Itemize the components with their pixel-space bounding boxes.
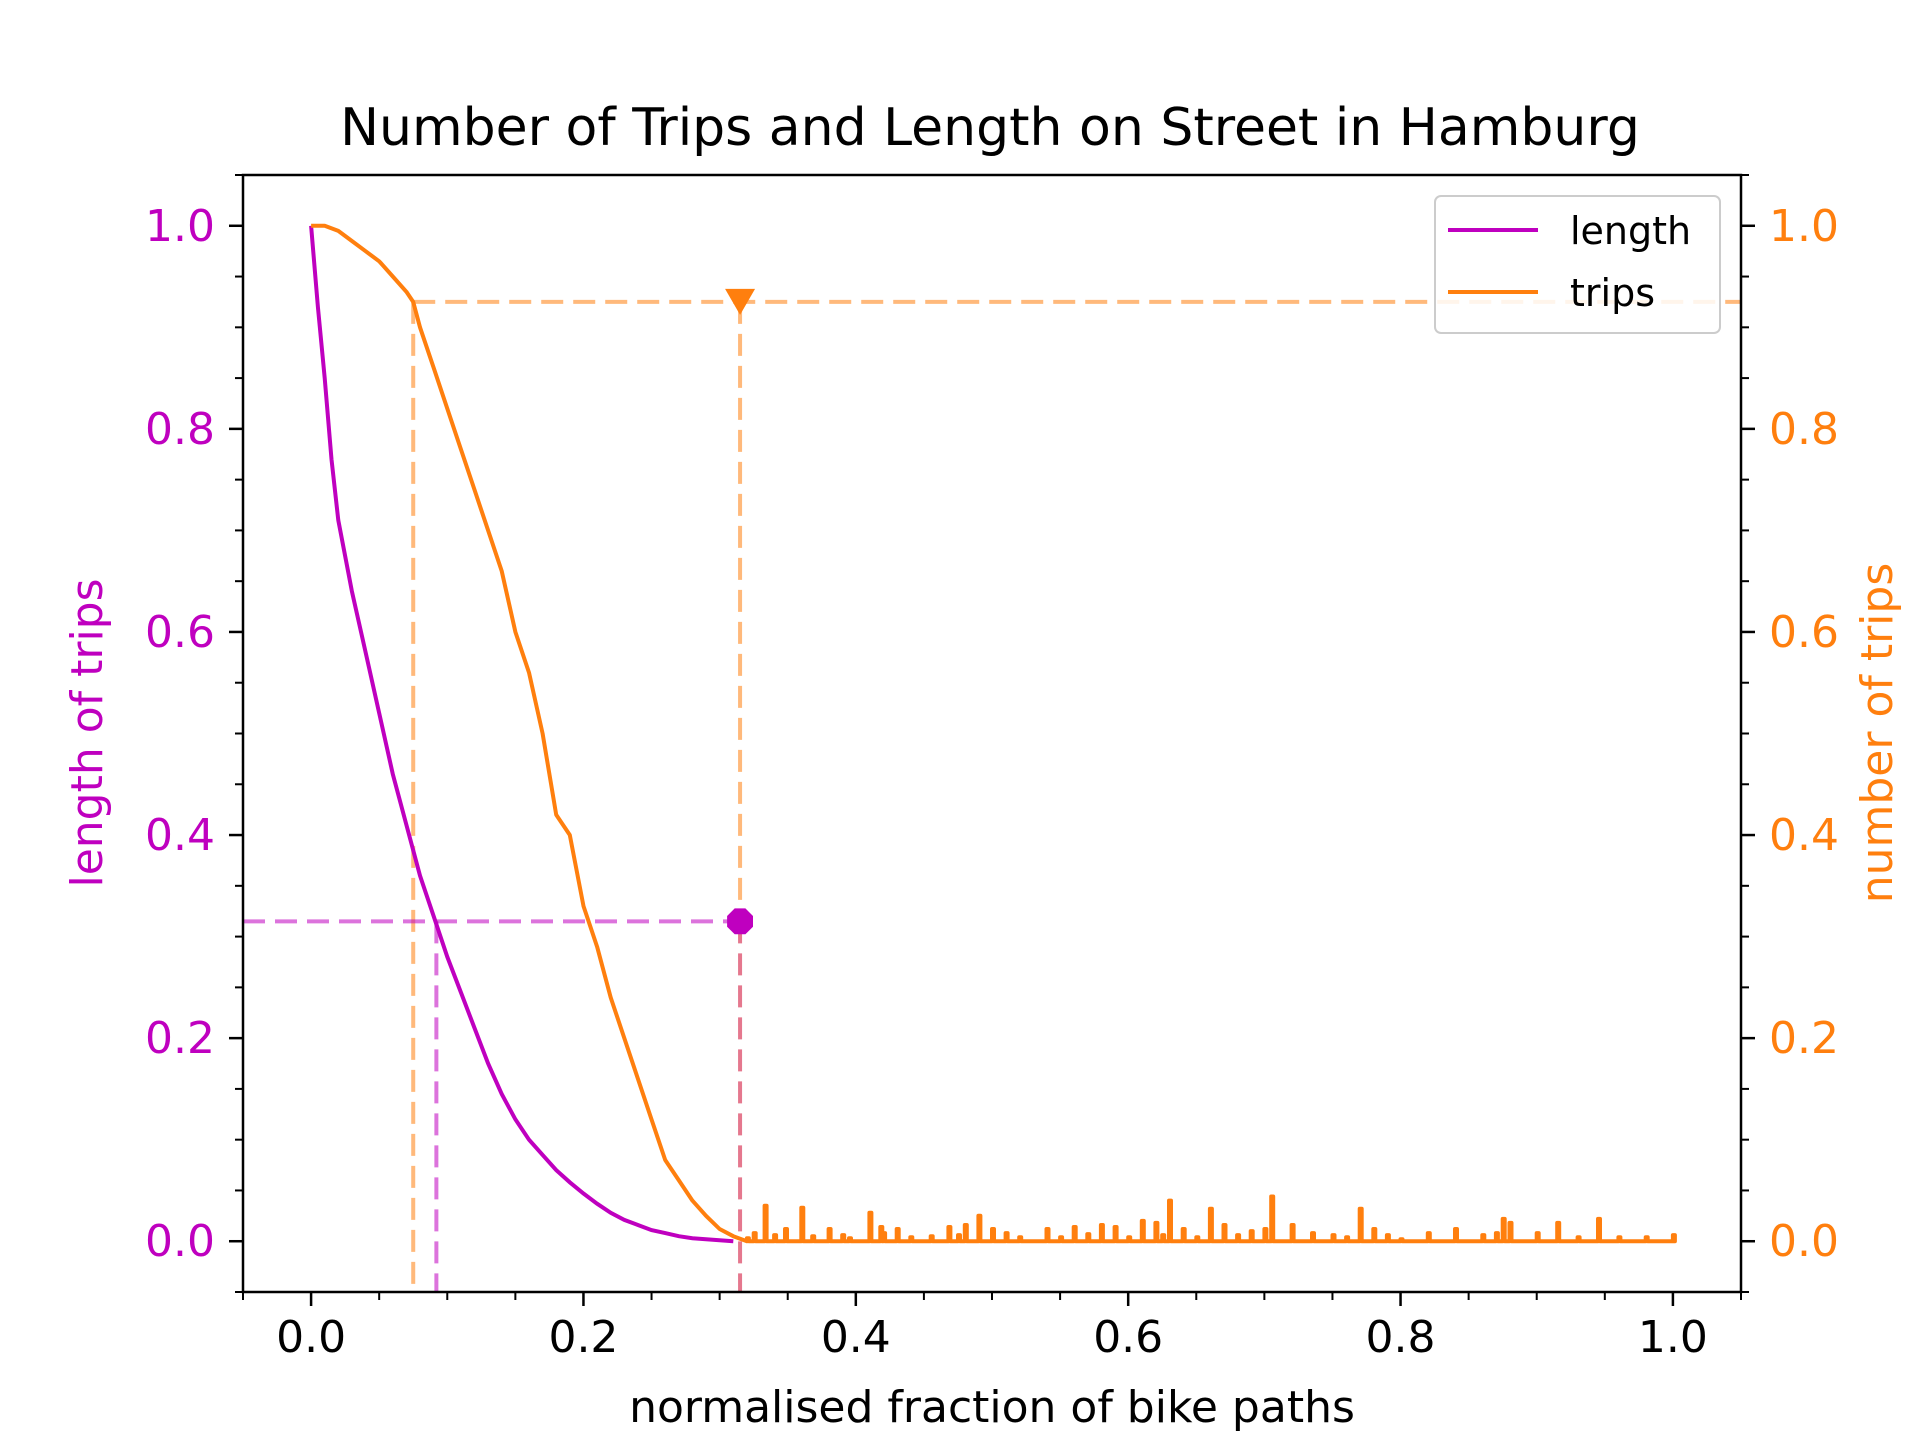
series-length-line <box>309 225 734 1244</box>
trips-marker <box>725 288 756 315</box>
right-y-tick-label: 0.0 <box>1769 1216 1839 1267</box>
left-y-tick-label: 0.0 <box>145 1216 215 1267</box>
x-tick-label: 0.8 <box>1366 1312 1436 1363</box>
x-tick-label: 0.2 <box>548 1312 618 1363</box>
chart-title: Number of Trips and Length on Street in … <box>340 98 1640 158</box>
x-tick-label: 0.6 <box>1093 1312 1163 1363</box>
plot-frame <box>241 173 1743 1294</box>
right-y-tick-label: 0.8 <box>1769 404 1839 455</box>
right-y-tick-label: 0.2 <box>1769 1013 1839 1064</box>
left-y-tick-label: 0.6 <box>145 607 215 658</box>
x-tick-label: 0.4 <box>821 1312 891 1363</box>
series-trips-line <box>311 223 1677 1244</box>
x-tick-label: 0.0 <box>276 1312 346 1363</box>
left-y-tick-label: 0.4 <box>145 810 215 861</box>
legend: length trips <box>1434 195 1721 334</box>
right-y-tick-label: 0.4 <box>1769 810 1839 861</box>
x-axis: 0.0 0.2 0.4 0.6 0.8 1.0 <box>242 1292 1742 1363</box>
plot-area <box>243 223 1741 1292</box>
length-marker <box>727 908 753 935</box>
left-y-tick-label: 1.0 <box>145 201 215 252</box>
legend-label-length: length <box>1570 209 1691 253</box>
legend-label-trips: trips <box>1570 271 1655 315</box>
x-tick-label: 1.0 <box>1638 1312 1708 1363</box>
right-y-tick-label: 1.0 <box>1769 201 1839 252</box>
right-y-axis-label: number of trips <box>1852 563 1903 904</box>
left-y-axis: 0.0 0.2 0.4 0.6 0.8 1.0 <box>145 174 243 1293</box>
right-y-axis: 0.0 0.2 0.4 0.6 0.8 1.0 <box>1741 174 1839 1293</box>
left-y-axis-label: length of trips <box>62 578 113 887</box>
left-y-tick-label: 0.2 <box>145 1013 215 1064</box>
right-y-tick-label: 0.6 <box>1769 607 1839 658</box>
x-axis-label: normalised fraction of bike paths <box>629 1382 1355 1433</box>
left-y-tick-label: 0.8 <box>145 404 215 455</box>
